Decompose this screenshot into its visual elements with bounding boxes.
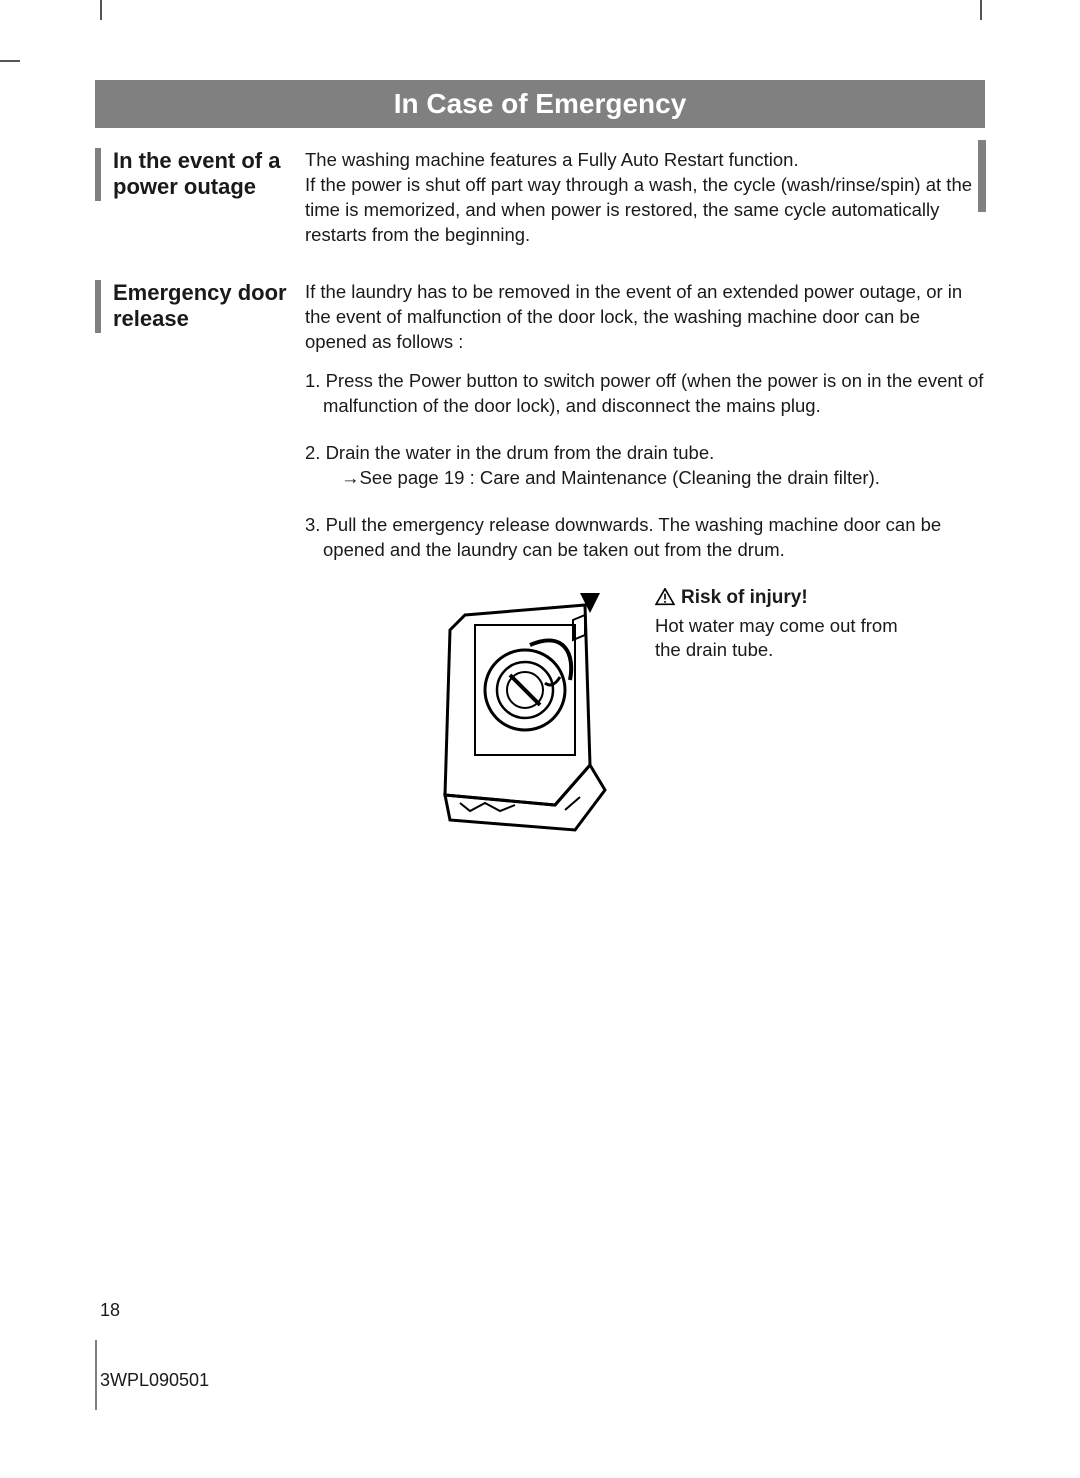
content-emergency-door: If the laundry has to be removed in the … — [305, 280, 985, 845]
section-emergency-door: Emergency door release If the laundry ha… — [95, 280, 985, 845]
figure-warning-row: Risk of injury! Hot water may come out f… — [425, 585, 985, 845]
warning-title-text: Risk of injury! — [681, 585, 808, 611]
steps-list: 1. Press the Power button to switch powe… — [305, 369, 985, 563]
step-item: 1. Press the Power button to switch powe… — [305, 369, 985, 419]
content-power-outage: The washing machine features a Fully Aut… — [305, 148, 985, 262]
step-item: 2. Drain the water in the drum from the … — [305, 441, 985, 491]
side-heading-power-outage: In the event of a power outage — [95, 148, 305, 201]
crop-mark — [980, 0, 982, 20]
section-power-outage: In the event of a power outage The washi… — [95, 148, 985, 262]
power-outage-text: The washing machine features a Fully Aut… — [305, 148, 985, 248]
warning-block: Risk of injury! Hot water may come out f… — [655, 585, 915, 663]
emergency-door-intro: If the laundry has to be removed in the … — [305, 280, 985, 355]
doc-code: 3WPL090501 — [100, 1370, 209, 1391]
section-title-bar: In Case of Emergency — [95, 80, 985, 128]
side-heading-emergency-door: Emergency door release — [95, 280, 305, 333]
section-title: In Case of Emergency — [394, 88, 687, 120]
page-number: 18 — [100, 1300, 120, 1321]
doc-code-divider — [95, 1340, 97, 1410]
warning-body-text: Hot water may come out from the drain tu… — [655, 614, 915, 662]
page-content: In Case of Emergency In the event of a p… — [95, 80, 985, 863]
drain-filter-diagram — [425, 585, 625, 845]
warning-title: Risk of injury! — [655, 585, 915, 611]
crop-mark — [0, 60, 20, 62]
warning-icon — [655, 588, 675, 606]
thumb-tab — [978, 140, 986, 212]
step-item: 3. Pull the emergency release downwards.… — [305, 513, 985, 563]
crop-mark — [100, 0, 102, 20]
